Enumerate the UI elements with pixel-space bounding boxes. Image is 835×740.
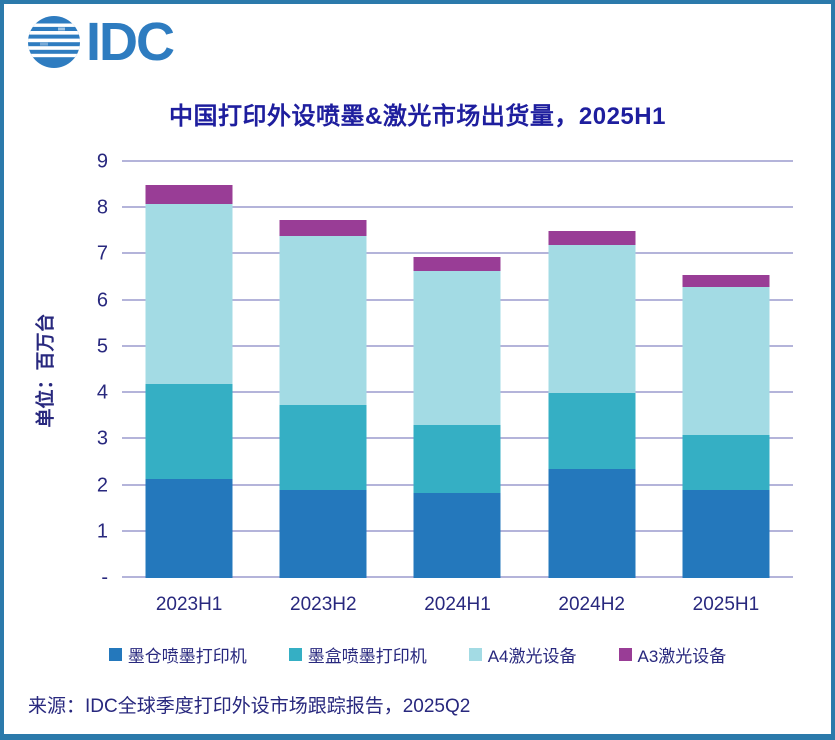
bar-slot-2024H2 <box>525 162 659 578</box>
bar-segment <box>548 245 636 394</box>
legend-label: 墨盒喷墨打印机 <box>307 647 427 666</box>
bar-segment <box>279 404 367 491</box>
bar-slot-2025H1 <box>659 162 793 578</box>
y-tick-label: 7 <box>96 242 108 265</box>
x-label-2023H2: 2023H2 <box>290 594 357 615</box>
x-label-2024H2: 2024H2 <box>558 594 625 615</box>
y-axis-title-text: 单位：百万台 <box>35 312 57 428</box>
y-axis-title: 单位：百万台 <box>30 162 58 578</box>
legend-swatch-icon <box>108 648 122 661</box>
legend-label: A4激光设备 <box>487 647 577 666</box>
bar-segment <box>145 203 233 384</box>
bar-segment <box>279 219 367 236</box>
y-tick-label: 9 <box>96 150 108 173</box>
bar-segment <box>548 231 636 246</box>
bar-segment <box>413 270 501 426</box>
y-tick-label: 4 <box>96 381 108 404</box>
bar-segment <box>145 185 233 204</box>
bar-segment <box>413 256 501 271</box>
y-tick-label: 8 <box>96 196 108 219</box>
y-tick-label: 3 <box>96 427 108 450</box>
y-tick-label: 2 <box>96 474 108 497</box>
y-tick-label: 1 <box>96 520 108 543</box>
y-tick-label: - <box>101 566 108 589</box>
legend-swatch-icon <box>618 648 632 661</box>
legend-swatch-icon <box>468 648 482 661</box>
bar-2024H1 <box>413 162 501 578</box>
bar-segment <box>682 275 770 287</box>
idc-logo: IDC <box>28 12 175 72</box>
logo-text: IDC <box>86 12 175 72</box>
bar-segment <box>682 434 770 491</box>
legend-swatch-icon <box>288 648 302 661</box>
legend-label: A3激光设备 <box>637 647 727 666</box>
globe-icon <box>28 16 80 68</box>
bar-segment <box>548 393 636 470</box>
x-label-2023H1: 2023H1 <box>155 594 223 615</box>
legend-label: 墨仓喷墨打印机 <box>127 647 247 666</box>
chart-legend: 墨仓喷墨打印机 墨盒喷墨打印机 A4激光设备 A3激光设备 <box>4 642 831 667</box>
legend-item: A4激光设备 <box>468 642 577 667</box>
legend-item: 墨仓喷墨打印机 <box>108 642 247 667</box>
bar-slot-2023H2 <box>256 162 390 578</box>
chart-title: 中国打印外设喷墨&激光市场出货量，2025H1 <box>169 103 666 130</box>
y-tick-label: 5 <box>96 335 108 358</box>
gridline <box>122 160 793 162</box>
bar-segment <box>145 383 233 479</box>
legend-item: A3激光设备 <box>618 642 727 667</box>
x-label-2025H1: 2025H1 <box>692 594 760 615</box>
bar-2024H2 <box>548 162 636 578</box>
bar-segment <box>413 492 501 578</box>
bar-segment <box>682 286 770 435</box>
bar-segment <box>145 478 233 578</box>
gridline <box>122 252 793 255</box>
bar-slot-2023H1 <box>122 162 256 578</box>
source-note: 来源：IDC全球季度打印外设市场跟踪报告，2025Q2 <box>28 696 471 717</box>
x-axis-labels: 2023H1 2023H2 2024H1 2024H2 2025H1 <box>122 594 793 616</box>
bar-segment <box>548 469 636 578</box>
x-label-2024H1: 2024H1 <box>424 594 491 615</box>
bar-segment <box>279 235 367 405</box>
bar-segment <box>279 490 367 578</box>
bar-segment <box>413 425 501 493</box>
y-axis-ticks: - 1 2 3 4 5 6 7 8 9 <box>62 151 108 589</box>
y-tick-label: 6 <box>96 289 108 312</box>
bar-segment <box>682 490 770 578</box>
bar-slot-2024H1 <box>390 162 524 578</box>
bar-2023H1 <box>145 162 233 578</box>
plot-area <box>122 160 793 578</box>
legend-item: 墨盒喷墨打印机 <box>288 642 427 667</box>
gridline <box>122 206 793 209</box>
bar-2025H1 <box>682 162 770 578</box>
bar-2023H2 <box>279 162 367 578</box>
